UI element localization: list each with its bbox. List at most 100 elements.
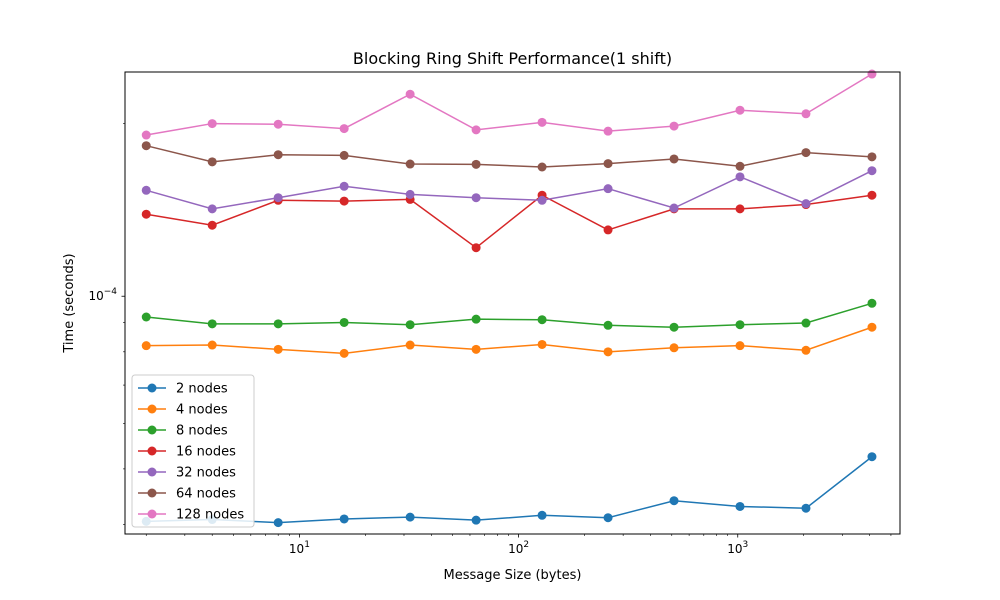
data-point <box>141 141 151 151</box>
series-line <box>146 144 872 168</box>
data-point <box>801 148 811 158</box>
data-point <box>273 193 283 203</box>
data-point <box>669 322 679 332</box>
series-line <box>146 73 873 136</box>
data-point <box>735 320 745 330</box>
data-point <box>537 339 547 349</box>
data-point <box>603 320 613 330</box>
data-point <box>735 161 745 171</box>
x-tick-base: 10 <box>727 542 742 556</box>
x-tick-exponent: 3 <box>743 540 749 550</box>
data-point <box>405 340 415 350</box>
data-point <box>273 518 283 528</box>
data-point <box>273 119 283 129</box>
data-point <box>669 496 679 506</box>
series-8-nodes <box>141 298 877 332</box>
x-tick-base: 10 <box>289 542 304 556</box>
data-point <box>669 154 679 164</box>
data-point <box>801 318 811 328</box>
y-axis: 10−4 <box>88 123 125 525</box>
data-point <box>801 503 811 513</box>
data-point <box>405 89 415 99</box>
x-tick-label: 103 <box>727 540 748 556</box>
x-tick-base: 10 <box>508 542 523 556</box>
data-point <box>867 190 877 200</box>
data-point <box>405 159 415 169</box>
series-line <box>146 326 873 355</box>
legend-marker <box>147 404 157 414</box>
data-point <box>141 185 151 195</box>
y-axis-title: Time (seconds) <box>62 253 77 353</box>
legend-item: 16 nodes <box>138 445 236 460</box>
data-point <box>537 117 547 127</box>
data-point <box>537 510 547 520</box>
legend-item: 32 nodes <box>138 466 236 481</box>
data-point <box>273 150 283 160</box>
data-point <box>273 344 283 354</box>
data-point <box>471 193 481 203</box>
data-point <box>339 348 349 358</box>
data-point <box>867 152 877 162</box>
data-point <box>339 150 349 160</box>
legend-label: 16 nodes <box>176 445 236 460</box>
data-point <box>537 315 547 325</box>
legend-label: 32 nodes <box>176 466 236 481</box>
legend-marker <box>147 383 157 393</box>
data-point <box>405 320 415 330</box>
legend-label: 4 nodes <box>176 403 228 418</box>
legend-marker <box>147 425 157 435</box>
legend-label: 128 nodes <box>176 508 244 523</box>
data-point <box>471 243 481 253</box>
series-line <box>146 456 873 524</box>
y-tick-base: 10 <box>88 289 103 303</box>
data-point <box>339 196 349 206</box>
legend-marker <box>147 446 157 456</box>
series-line <box>146 194 873 249</box>
data-point <box>603 184 613 194</box>
x-axis-title: Message Size (bytes) <box>444 568 582 583</box>
legend-item: 4 nodes <box>138 403 228 418</box>
data-point <box>867 298 877 308</box>
data-point <box>867 69 877 79</box>
x-tick-label: 102 <box>508 540 529 556</box>
chart-title: Blocking Ring Shift Performance(1 shift) <box>353 49 672 68</box>
data-point <box>867 166 877 176</box>
data-point <box>141 209 151 219</box>
legend-marker <box>147 488 157 498</box>
data-point <box>207 119 217 129</box>
x-axis: 101 102 103 <box>145 534 892 556</box>
data-point <box>735 501 745 511</box>
data-point <box>603 159 613 169</box>
x-tick-label: 101 <box>289 540 310 556</box>
data-point <box>735 105 745 115</box>
data-point <box>339 124 349 134</box>
legend-marker <box>147 467 157 477</box>
x-tick-exponent: 2 <box>523 540 529 550</box>
data-point <box>207 340 217 350</box>
y-tick-label: 10−4 <box>88 287 117 303</box>
series-2-nodes <box>141 452 877 528</box>
data-point <box>603 347 613 357</box>
data-point <box>867 452 877 462</box>
legend-item: 2 nodes <box>138 382 228 397</box>
data-point <box>339 317 349 327</box>
data-point <box>207 319 217 329</box>
data-point <box>273 319 283 329</box>
data-point <box>207 220 217 230</box>
data-point <box>801 199 811 209</box>
legend-label: 8 nodes <box>176 424 228 439</box>
series-4-nodes <box>141 322 877 358</box>
data-point <box>801 109 811 119</box>
data-point <box>735 204 745 214</box>
data-point <box>471 159 481 169</box>
data-point <box>339 514 349 524</box>
legend-marker <box>147 509 157 519</box>
data-point <box>537 162 547 172</box>
series-line <box>146 170 873 210</box>
legend-item: 128 nodes <box>138 508 244 523</box>
series-64-nodes <box>141 141 877 172</box>
data-point <box>471 314 481 324</box>
data-point <box>669 343 679 353</box>
y-tick-exponent: −4 <box>104 287 118 297</box>
data-point <box>669 203 679 213</box>
